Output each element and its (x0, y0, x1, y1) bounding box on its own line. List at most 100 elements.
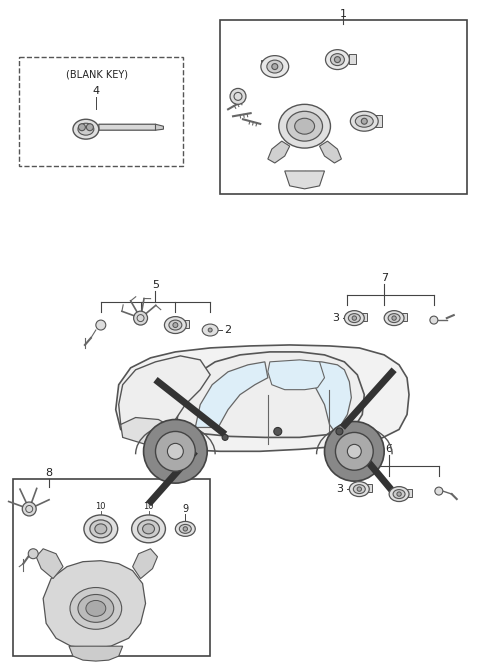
Text: 4: 4 (92, 86, 99, 96)
Ellipse shape (353, 484, 365, 494)
Bar (183, 320, 189, 328)
Ellipse shape (295, 119, 314, 134)
Circle shape (274, 427, 282, 436)
Ellipse shape (350, 111, 378, 131)
Text: 9: 9 (182, 504, 188, 514)
Circle shape (133, 311, 147, 325)
Polygon shape (320, 141, 341, 163)
Polygon shape (268, 360, 324, 390)
Text: 1: 1 (340, 9, 347, 19)
Text: 6: 6 (385, 444, 393, 454)
Polygon shape (119, 356, 210, 429)
Circle shape (208, 328, 212, 332)
Text: 3: 3 (336, 484, 343, 494)
Ellipse shape (78, 594, 114, 622)
Bar (13, 479, 210, 656)
Ellipse shape (180, 525, 192, 533)
Ellipse shape (143, 524, 155, 534)
Bar (349, 54, 356, 64)
Bar (261, 60, 269, 66)
Circle shape (28, 549, 38, 559)
Ellipse shape (325, 50, 349, 70)
Polygon shape (156, 124, 164, 130)
Polygon shape (116, 345, 409, 452)
Circle shape (336, 432, 373, 470)
Ellipse shape (348, 314, 360, 322)
Bar (402, 313, 407, 321)
Circle shape (156, 431, 195, 471)
Ellipse shape (279, 105, 330, 148)
Circle shape (357, 487, 361, 491)
Ellipse shape (138, 520, 159, 538)
Polygon shape (175, 352, 364, 438)
Circle shape (435, 487, 443, 495)
Circle shape (430, 316, 438, 324)
Circle shape (361, 119, 367, 124)
Circle shape (348, 444, 361, 458)
Bar (374, 115, 382, 127)
Circle shape (324, 421, 384, 481)
Bar (19, 57, 183, 166)
Ellipse shape (73, 119, 99, 139)
Ellipse shape (70, 588, 122, 629)
Bar (220, 20, 467, 194)
Circle shape (222, 434, 228, 440)
Ellipse shape (86, 600, 106, 616)
Ellipse shape (132, 515, 166, 543)
Bar (407, 489, 412, 497)
Text: 5: 5 (152, 280, 159, 290)
Polygon shape (69, 646, 123, 661)
Ellipse shape (393, 490, 405, 498)
Ellipse shape (330, 54, 344, 66)
Polygon shape (99, 124, 158, 130)
Polygon shape (36, 549, 63, 579)
Polygon shape (268, 141, 290, 163)
Ellipse shape (267, 60, 283, 73)
Circle shape (168, 444, 183, 459)
Circle shape (230, 88, 246, 105)
Text: 7: 7 (381, 273, 388, 283)
Ellipse shape (261, 56, 288, 78)
Polygon shape (43, 561, 145, 648)
Ellipse shape (90, 520, 112, 538)
Bar (367, 484, 372, 492)
Circle shape (336, 428, 343, 435)
Ellipse shape (165, 317, 186, 334)
Bar (362, 313, 367, 321)
Circle shape (392, 316, 396, 320)
Polygon shape (132, 549, 157, 579)
Ellipse shape (84, 515, 118, 543)
Ellipse shape (175, 521, 195, 536)
Text: 10: 10 (144, 502, 154, 511)
Ellipse shape (344, 311, 364, 326)
Ellipse shape (349, 482, 369, 496)
Circle shape (78, 124, 85, 131)
Circle shape (335, 57, 340, 62)
Ellipse shape (287, 111, 323, 141)
Polygon shape (285, 171, 324, 189)
Text: 2: 2 (225, 325, 232, 335)
Text: 10: 10 (96, 502, 106, 511)
Circle shape (183, 527, 188, 531)
Ellipse shape (202, 324, 218, 336)
Ellipse shape (95, 524, 107, 534)
Circle shape (144, 419, 207, 483)
Polygon shape (195, 362, 268, 427)
Ellipse shape (389, 486, 409, 502)
Text: (BLANK KEY): (BLANK KEY) (66, 70, 128, 80)
Ellipse shape (78, 123, 94, 135)
Ellipse shape (355, 115, 373, 127)
Ellipse shape (169, 320, 182, 330)
Polygon shape (308, 362, 351, 431)
Circle shape (86, 124, 93, 131)
Circle shape (272, 64, 278, 70)
Polygon shape (120, 417, 175, 444)
Text: 8: 8 (46, 468, 53, 478)
Bar (275, 57, 281, 64)
Circle shape (397, 492, 401, 496)
Ellipse shape (384, 311, 404, 326)
Circle shape (173, 322, 178, 328)
Circle shape (352, 316, 357, 320)
Ellipse shape (388, 314, 400, 322)
Circle shape (96, 320, 106, 330)
